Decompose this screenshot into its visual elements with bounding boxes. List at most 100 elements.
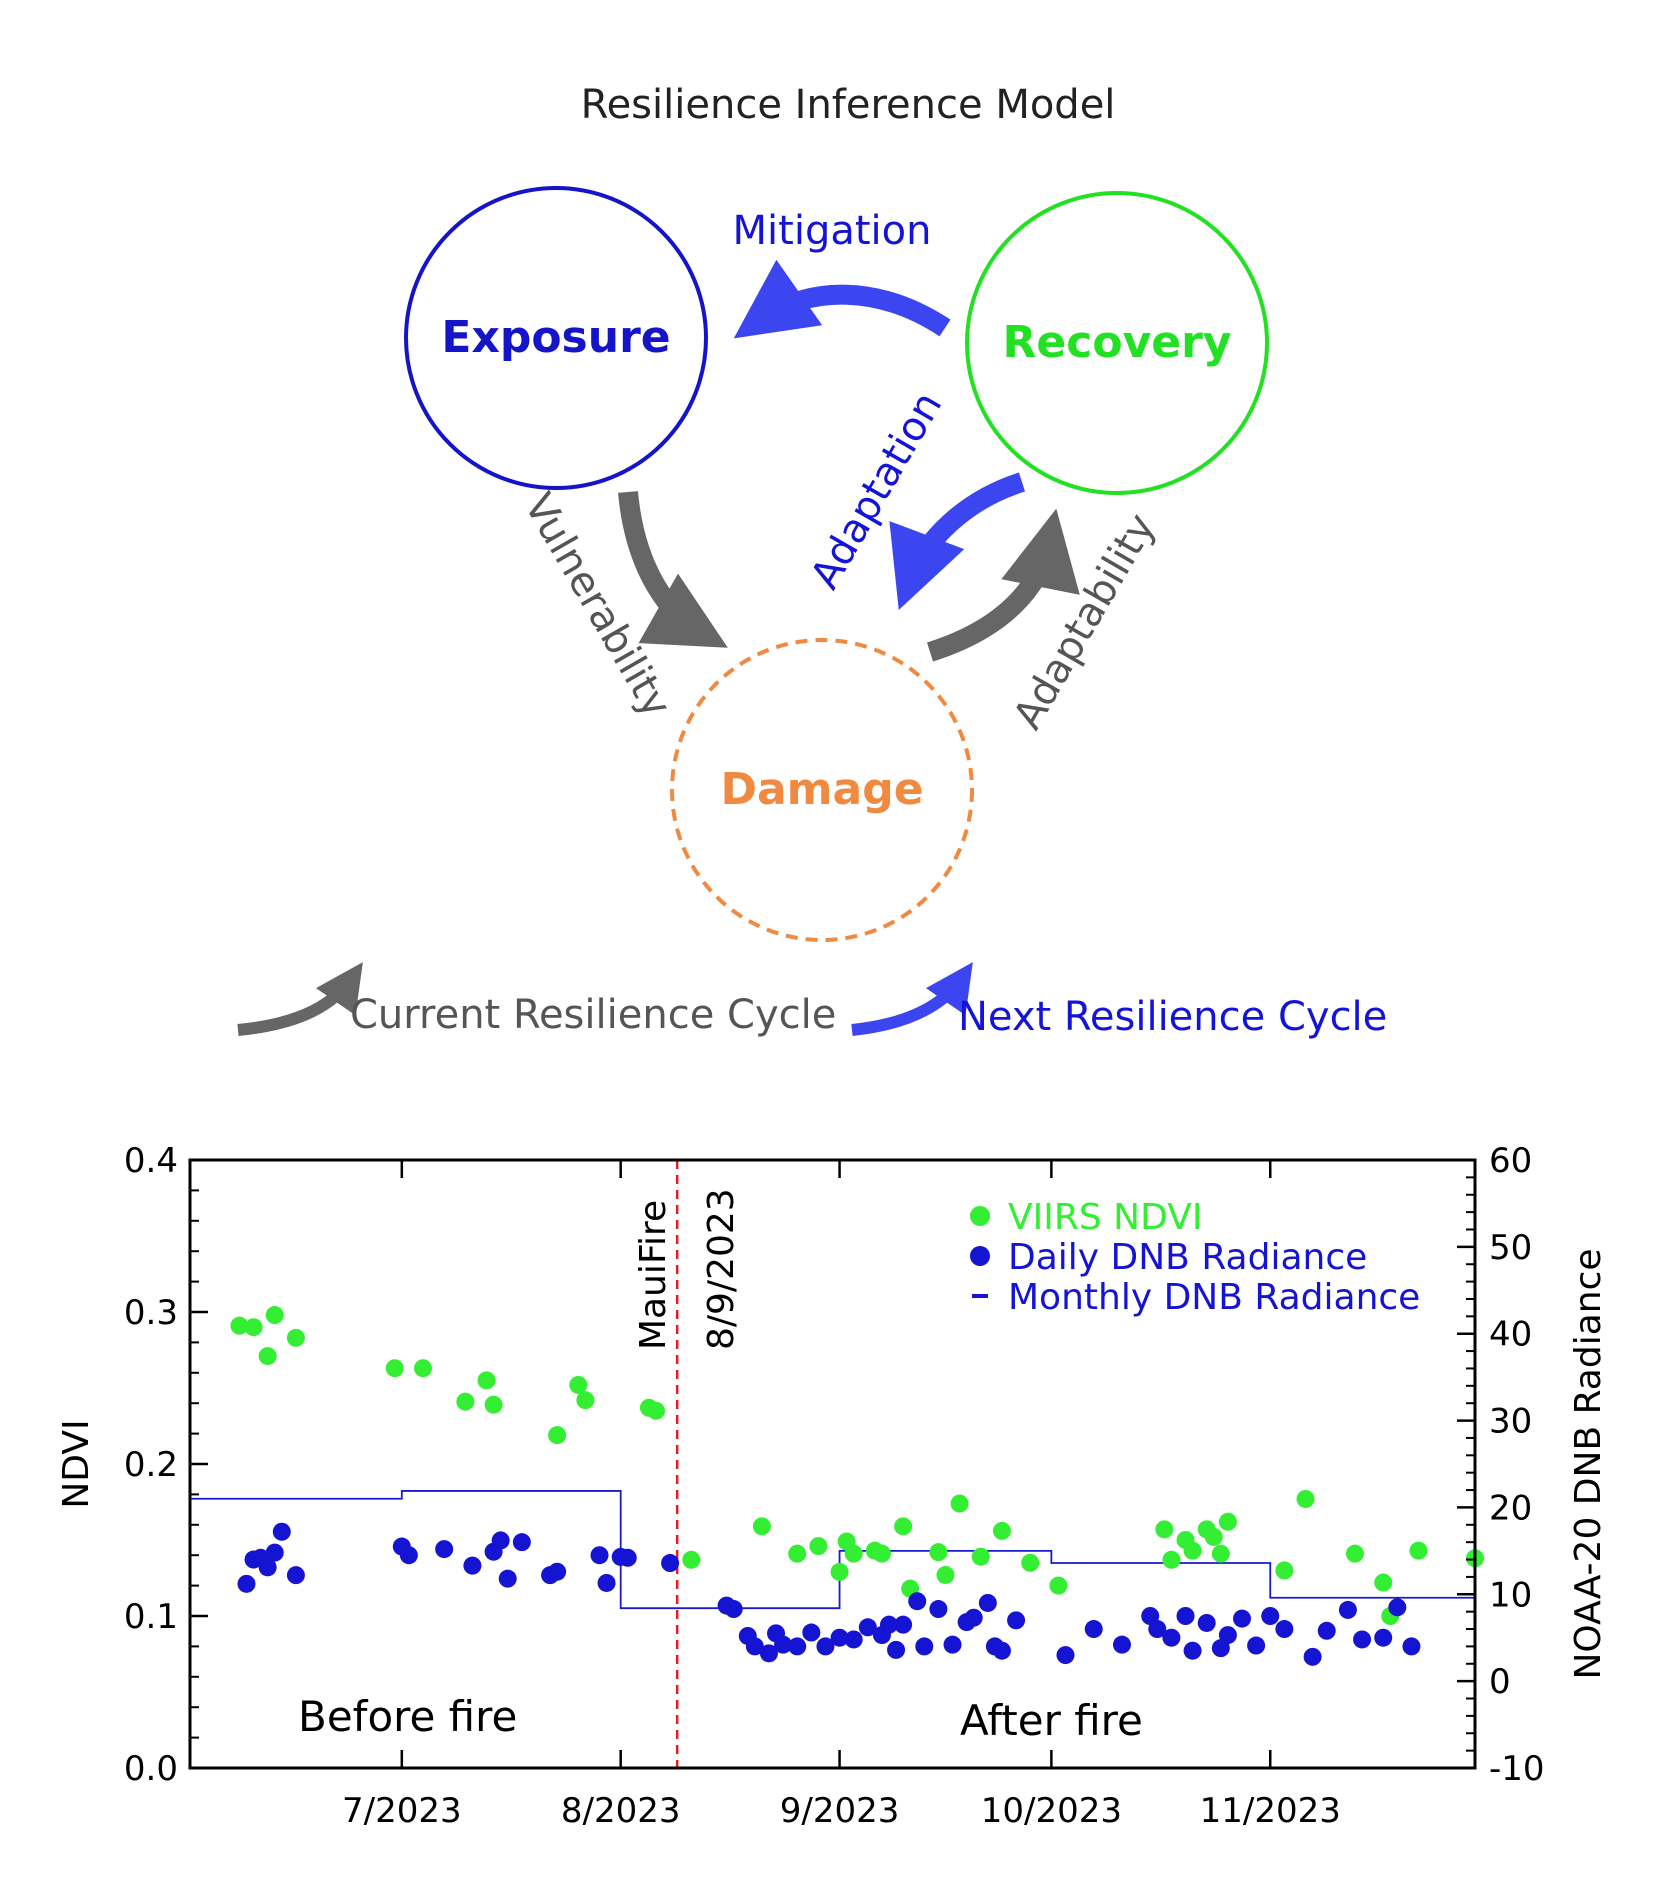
before-fire-label: Before fire (298, 1692, 517, 1741)
daily-radiance-point (286, 1566, 305, 1585)
daily-radiance-point (879, 1615, 898, 1634)
daily-radiance-point (258, 1558, 277, 1577)
ndvi-point (258, 1347, 277, 1366)
diagram-title: Resilience Inference Model (581, 82, 1116, 128)
daily-radiance-points (237, 1522, 1421, 1666)
ndvi-point (752, 1517, 771, 1536)
ndvi-points (230, 1306, 1484, 1625)
legend-daily-marker (970, 1246, 990, 1266)
event-name-label: MauiFire (633, 1200, 674, 1350)
y-right-tick-label: 10 (1489, 1575, 1532, 1615)
daily-radiance-point (399, 1546, 418, 1565)
daily-radiance-point (802, 1623, 821, 1642)
y-right-tick-label: 60 (1489, 1141, 1532, 1181)
exposure-node (404, 186, 708, 490)
ndvi-point (1374, 1573, 1393, 1592)
daily-radiance-point (858, 1618, 877, 1637)
ndvi-point (286, 1328, 305, 1347)
daily-radiance-point (724, 1600, 743, 1619)
y-right-tick-label: 40 (1489, 1315, 1532, 1355)
ndvi-point (230, 1316, 249, 1335)
exposure-label: Exposure (441, 312, 670, 363)
daily-radiance-point (1261, 1607, 1280, 1625)
daily-radiance-point (915, 1637, 934, 1656)
ndvi-point (1218, 1512, 1237, 1531)
adaptability-label: Adaptability (1005, 506, 1165, 737)
ndvi-point (385, 1359, 404, 1378)
x-axis: 7/2023 8/2023 9/2023 10/2023 11/2023 (342, 1160, 1341, 1831)
adaptability-arrow (926, 508, 1080, 662)
x-tick-label: 9/2023 (780, 1791, 900, 1831)
ndvi-point (929, 1543, 948, 1562)
current-cycle-label: Current Resilience Cycle (350, 992, 836, 1038)
daily-radiance-point (1218, 1626, 1237, 1645)
legend-monthly-label: Monthly DNB Radiance (1008, 1277, 1420, 1318)
daily-radiance-point (894, 1615, 913, 1634)
y-right-tick-label: 30 (1489, 1402, 1532, 1442)
daily-radiance-point (1402, 1637, 1421, 1656)
y-right-tick-label: 0 (1489, 1662, 1511, 1702)
daily-radiance-point (1338, 1600, 1357, 1619)
legend-daily-label: Daily DNB Radiance (1008, 1237, 1367, 1278)
daily-radiance-point (788, 1637, 807, 1656)
adaptation-arrow (889, 472, 1026, 610)
ndvi-point (844, 1544, 863, 1563)
ndvi-point (894, 1517, 913, 1536)
ndvi-point (682, 1550, 701, 1569)
next-cycle-arrow (851, 962, 973, 1036)
ndvi-point (1275, 1561, 1294, 1580)
y-axis-left: 0.0 0.1 0.2 0.3 0.4 (124, 1141, 208, 1789)
ndvi-point (936, 1565, 955, 1584)
ndvi-point (413, 1359, 432, 1378)
monthly-radiance-line (190, 1490, 1475, 1610)
daily-radiance-point (1162, 1628, 1181, 1647)
daily-radiance-point (774, 1635, 793, 1654)
daily-radiance-point (816, 1637, 835, 1656)
ndvi-point (809, 1537, 828, 1556)
daily-radiance-point (498, 1569, 517, 1588)
chart-legend: VIIRS NDVI Daily DNB Radiance Monthly DN… (970, 1197, 1420, 1318)
daily-radiance-point (1112, 1635, 1131, 1654)
daily-radiance-point (1197, 1613, 1216, 1632)
y-left-tick-label: 0.4 (124, 1141, 178, 1181)
daily-radiance-point (1084, 1620, 1103, 1639)
y-right-tick-label: 20 (1489, 1488, 1532, 1528)
chart: 0.0 0.1 0.2 0.3 0.4 -10 0 10 20 30 40 50 60 7/2023 8… (56, 1141, 1609, 1831)
y-left-tick-label: 0.2 (124, 1445, 178, 1485)
daily-radiance-point (661, 1554, 680, 1573)
daily-radiance-point (1374, 1628, 1393, 1647)
event-date-label: 8/9/2023 (701, 1188, 742, 1350)
daily-radiance-point (992, 1641, 1011, 1660)
vulnerability-arrow (618, 491, 728, 648)
daily-radiance-point (1056, 1646, 1075, 1665)
daily-radiance-point (978, 1593, 997, 1612)
y-left-tick-label: 0.0 (124, 1749, 178, 1789)
legend-ndvi-marker (970, 1206, 990, 1226)
daily-radiance-point (272, 1522, 291, 1541)
ndvi-point (548, 1426, 567, 1445)
daily-radiance-point (590, 1546, 609, 1565)
ndvi-point (1155, 1520, 1174, 1539)
daily-radiance-point (618, 1548, 637, 1567)
current-cycle-arrow (237, 962, 363, 1036)
daily-radiance-point (512, 1533, 531, 1552)
daily-radiance-point (1007, 1611, 1026, 1630)
adaptation-label: Adaptation (802, 384, 951, 596)
y2-axis-label: NOAA-20 DNB Radiance (1568, 1248, 1609, 1679)
ndvi-point (569, 1375, 588, 1394)
ndvi-point (830, 1562, 849, 1581)
x-tick-label: 11/2023 (1200, 1791, 1341, 1831)
daily-radiance-point (929, 1600, 948, 1619)
ndvi-point (1345, 1544, 1364, 1563)
vulnerability-label: Vulnerability (515, 486, 680, 726)
x-tick-label: 7/2023 (342, 1791, 462, 1831)
y-left-tick-label: 0.3 (124, 1293, 178, 1333)
y-right-tick-label: 50 (1489, 1228, 1532, 1268)
recovery-node (965, 191, 1269, 495)
next-cycle-label: Next Resilience Cycle (958, 994, 1387, 1040)
y-left-tick-label: 0.1 (124, 1597, 178, 1637)
daily-radiance-point (908, 1592, 927, 1611)
ndvi-point (265, 1306, 284, 1325)
ndvi-point (477, 1371, 496, 1390)
daily-radiance-point (745, 1637, 764, 1656)
